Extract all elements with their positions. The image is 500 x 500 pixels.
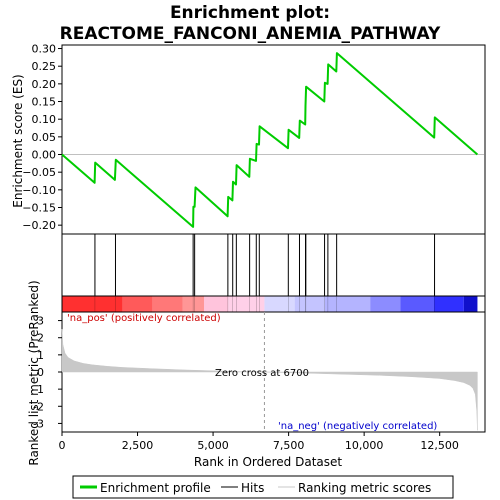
es-tick-label: 0.25 [32, 60, 57, 73]
es-tick-label: −0.20 [22, 219, 56, 232]
x-tick-label: 7,500 [273, 439, 305, 452]
colorbar-segment [434, 296, 464, 312]
x-tick-label: 12,500 [420, 439, 459, 452]
zero-cross-label: Zero cross at 6700 [215, 368, 309, 379]
es-tick-label: 0.05 [32, 131, 57, 144]
legend-metric-label: Ranking metric scores [298, 481, 431, 495]
chart-title-line2: REACTOME_FANCONI_ANEMIA_PATHWAY [60, 24, 441, 44]
es-tick-label: 0.00 [32, 149, 57, 162]
legend-hits-label: Hits [241, 481, 264, 495]
pos-correlated-label: 'na_pos' (positively correlated) [67, 313, 221, 324]
es-tick-label: 0.30 [32, 43, 57, 56]
colorbar-segment [400, 296, 433, 312]
colorbar-segment [295, 296, 325, 312]
es-tick-label: 0.10 [32, 113, 57, 126]
neg-correlated-label: 'na_neg' (negatively correlated) [278, 421, 437, 432]
es-tick-label: 0.20 [32, 78, 57, 91]
colorbar-segment [370, 296, 400, 312]
legend-profile-label: Enrichment profile [100, 481, 211, 495]
hits-panel [62, 234, 485, 296]
x-tick-label: 5,000 [197, 439, 229, 452]
chart-title-line1: Enrichment plot: [170, 3, 330, 23]
es-tick-label: −0.10 [22, 184, 56, 197]
colorbar-segment [122, 296, 152, 312]
es-tick-label: −0.15 [22, 202, 56, 215]
colorbar-segment [464, 296, 478, 312]
x-tick-label: 10,000 [345, 439, 384, 452]
colorbar-segment [264, 296, 294, 312]
y-axis-label-es: Enrichment score (ES) [11, 74, 25, 207]
colorbar-segment [62, 296, 122, 312]
x-axis: 0 2,500 5,000 7,500 10,000 12,500 [59, 432, 459, 452]
y-axis-label-metric: Ranked list metric (PreRanked) [27, 280, 41, 465]
colorbar-segment [153, 296, 183, 312]
hits-frame [62, 234, 485, 296]
colorbar-panel [62, 296, 485, 312]
es-frame [62, 45, 485, 234]
colorbar-segment [204, 296, 228, 312]
es-panel: −0.20 −0.15 −0.10 −0.05 0.00 0.05 0.10 0.15 0.20… [22, 43, 485, 234]
colorbar-segment [325, 296, 370, 312]
colorbar-segment [183, 296, 204, 312]
colorbar-segment [228, 296, 264, 312]
x-tick-label: 0 [59, 439, 66, 452]
x-tick-label: 2,500 [122, 439, 154, 452]
legend: Enrichment profile Hits Ranking metric s… [73, 476, 453, 498]
x-axis-label: Rank in Ordered Dataset [194, 455, 342, 469]
es-tick-label: 0.15 [32, 96, 57, 109]
es-tick-label: −0.05 [22, 166, 56, 179]
